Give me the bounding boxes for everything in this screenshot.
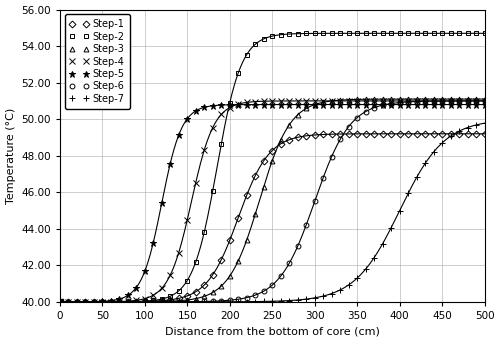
Step-6 [473, 99, 479, 103]
Line: Step-6: Step-6 [58, 98, 487, 304]
Step-1 [192, 290, 198, 294]
X-axis label: Distance from the bottom of core (cm): Distance from the bottom of core (cm) [165, 327, 380, 337]
Step-1 [184, 294, 190, 298]
Step-1 [482, 132, 488, 136]
Step-7 [337, 288, 343, 292]
Step-4 [482, 99, 488, 103]
Step-2 [473, 31, 479, 35]
Step-3 [184, 298, 190, 302]
Step-3 [482, 97, 488, 101]
Step-3 [473, 97, 479, 101]
Step-7 [150, 300, 156, 304]
Step-5 [192, 109, 198, 113]
Line: Step-3: Step-3 [58, 97, 487, 304]
Line: Step-1: Step-1 [58, 131, 487, 304]
Legend: Step-1, Step-2, Step-3, Step-4, Step-5, Step-6, Step-7: Step-1, Step-2, Step-3, Step-4, Step-5, … [64, 14, 130, 109]
Step-3 [337, 98, 343, 102]
Step-6 [362, 109, 368, 114]
Step-5 [337, 103, 343, 107]
Step-4 [337, 99, 343, 103]
Step-7 [482, 121, 488, 125]
Y-axis label: Temperature (°C): Temperature (°C) [6, 108, 16, 204]
Step-4 [362, 99, 368, 103]
Step-7 [57, 300, 63, 304]
Step-4 [57, 300, 63, 304]
Step-7 [473, 123, 479, 127]
Step-3 [192, 297, 198, 301]
Step-6 [337, 137, 343, 142]
Step-2 [184, 278, 190, 282]
Step-7 [192, 300, 198, 304]
Step-7 [184, 300, 190, 304]
Step-3 [150, 300, 156, 304]
Step-6 [192, 300, 198, 304]
Step-7 [362, 267, 368, 271]
Step-2 [362, 31, 368, 35]
Step-4 [192, 181, 198, 185]
Line: Step-5: Step-5 [56, 101, 488, 305]
Step-1 [362, 132, 368, 136]
Step-5 [150, 241, 156, 245]
Step-2 [192, 260, 198, 264]
Step-2 [150, 299, 156, 303]
Step-2 [337, 31, 343, 35]
Step-1 [337, 132, 343, 136]
Step-1 [473, 132, 479, 136]
Step-2 [482, 31, 488, 35]
Line: Step-4: Step-4 [57, 98, 488, 305]
Step-2 [57, 300, 63, 304]
Line: Step-7: Step-7 [56, 120, 488, 305]
Step-4 [473, 99, 479, 103]
Step-1 [57, 300, 63, 304]
Step-5 [482, 103, 488, 107]
Step-6 [57, 300, 63, 304]
Line: Step-2: Step-2 [58, 31, 487, 304]
Step-4 [150, 293, 156, 297]
Step-1 [150, 299, 156, 303]
Step-5 [473, 103, 479, 107]
Step-6 [184, 300, 190, 304]
Step-6 [150, 300, 156, 304]
Step-4 [184, 218, 190, 222]
Step-5 [57, 300, 63, 304]
Step-5 [184, 117, 190, 121]
Step-3 [362, 97, 368, 101]
Step-5 [362, 103, 368, 107]
Step-3 [57, 300, 63, 304]
Step-6 [482, 99, 488, 103]
